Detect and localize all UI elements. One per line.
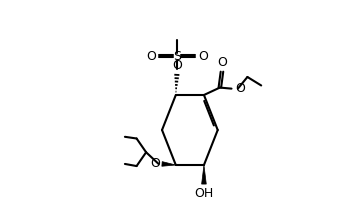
Text: O: O <box>198 50 208 63</box>
Text: S: S <box>173 50 181 63</box>
Text: O: O <box>150 158 160 170</box>
Polygon shape <box>162 162 176 166</box>
Text: O: O <box>146 50 156 63</box>
Text: O: O <box>172 59 182 72</box>
Text: O: O <box>217 56 227 68</box>
Text: OH: OH <box>194 187 213 200</box>
Text: O: O <box>235 82 245 95</box>
Polygon shape <box>202 165 206 184</box>
